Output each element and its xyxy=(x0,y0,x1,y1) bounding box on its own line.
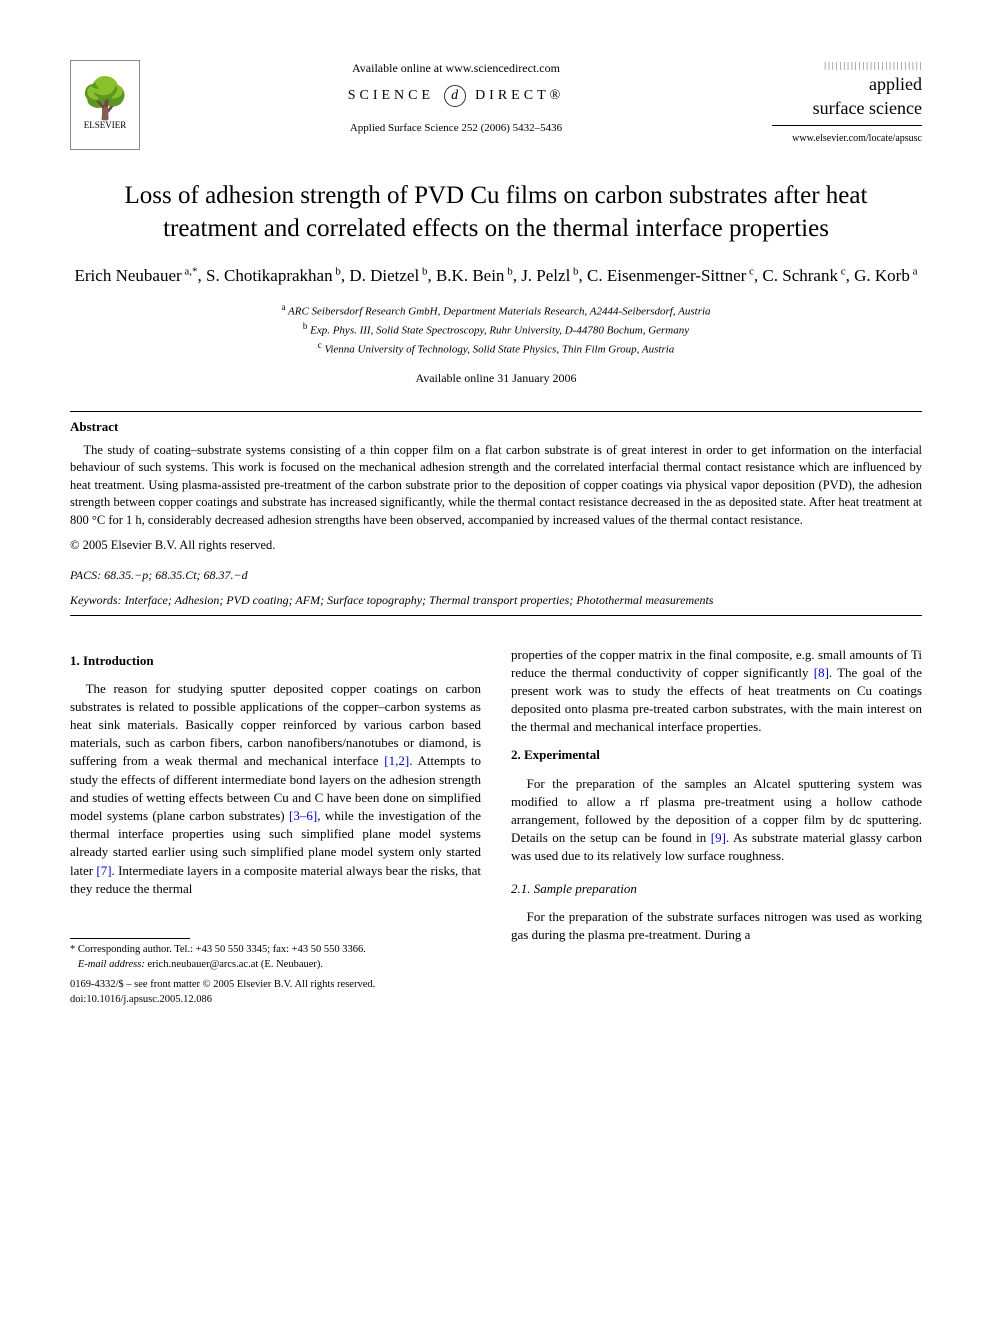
left-column: 1. Introduction The reason for studying … xyxy=(70,646,481,1008)
intro-heading: 1. Introduction xyxy=(70,652,481,670)
journal-name-2: surface science xyxy=(772,99,922,119)
elsevier-tree-icon: 🌳 xyxy=(80,79,130,119)
sciencedirect-pre: SCIENCE xyxy=(348,88,434,103)
elsevier-logo: 🌳 ELSEVIER xyxy=(70,60,140,150)
publisher-name: ELSEVIER xyxy=(84,119,127,132)
sciencedirect-logo: SCIENCE d DIRECT® xyxy=(160,85,752,107)
intro-paragraph-2: properties of the copper matrix in the f… xyxy=(511,646,922,737)
barcode-icon: |||||||||||||||||||||||||| xyxy=(772,60,922,71)
email-label: E-mail address: xyxy=(78,959,145,970)
experimental-paragraph: For the preparation of the samples an Al… xyxy=(511,775,922,866)
sample-prep-heading: 2.1. Sample preparation xyxy=(511,880,922,898)
affiliation-line: a ARC Seibersdorf Research GmbH, Departm… xyxy=(70,301,922,320)
experimental-heading: 2. Experimental xyxy=(511,746,922,764)
intro-text-d: . Intermediate layers in a composite mat… xyxy=(70,863,481,896)
intro-paragraph-1: The reason for studying sputter deposite… xyxy=(70,680,481,898)
ref-link-7[interactable]: [7] xyxy=(96,863,111,878)
available-date: Available online 31 January 2006 xyxy=(70,370,922,387)
affiliations: a ARC Seibersdorf Research GmbH, Departm… xyxy=(70,301,922,358)
ref-link-8[interactable]: [8] xyxy=(814,665,829,680)
authors: Erich Neubauer a,*, S. Chotikaprakhan b,… xyxy=(70,263,922,289)
pacs-codes: 68.35.−p; 68.35.Ct; 68.37.−d xyxy=(104,568,248,582)
keywords: Keywords: Interface; Adhesion; PVD coati… xyxy=(70,592,922,609)
available-online-text: Available online at www.sciencedirect.co… xyxy=(160,60,752,77)
ref-link-1-2[interactable]: [1,2] xyxy=(384,753,409,768)
journal-logo: |||||||||||||||||||||||||| applied surfa… xyxy=(772,60,922,146)
keywords-label: Keywords: xyxy=(70,593,122,607)
right-column: properties of the copper matrix in the f… xyxy=(511,646,922,1008)
journal-reference: Applied Surface Science 252 (2006) 5432–… xyxy=(160,121,752,136)
sample-prep-paragraph: For the preparation of the substrate sur… xyxy=(511,908,922,944)
journal-name-1: applied xyxy=(772,75,922,95)
ref-link-9[interactable]: [9] xyxy=(711,830,726,845)
rule-bottom xyxy=(70,615,922,616)
email-address: erich.neubauer@arcs.ac.at (E. Neubauer). xyxy=(147,959,323,970)
header-center: Available online at www.sciencedirect.co… xyxy=(140,60,772,136)
affiliation-line: b Exp. Phys. III, Solid State Spectrosco… xyxy=(70,320,922,339)
corresponding-author: * Corresponding author. Tel.: +43 50 550… xyxy=(70,943,481,958)
sciencedirect-at-icon: d xyxy=(444,85,466,107)
front-matter: 0169-4332/$ – see front matter © 2005 El… xyxy=(70,978,481,993)
footnote-rule xyxy=(70,938,190,939)
keywords-list: Interface; Adhesion; PVD coating; AFM; S… xyxy=(125,593,714,607)
body-columns: 1. Introduction The reason for studying … xyxy=(70,646,922,1008)
rule-top xyxy=(70,411,922,412)
article-title: Loss of adhesion strength of PVD Cu film… xyxy=(110,180,882,245)
abstract-heading: Abstract xyxy=(70,418,922,436)
copyright: © 2005 Elsevier B.V. All rights reserved… xyxy=(70,537,922,555)
ref-link-3-6[interactable]: [3–6] xyxy=(289,808,317,823)
journal-rule xyxy=(772,125,922,126)
journal-url: www.elsevier.com/locate/apsusc xyxy=(772,132,922,146)
sciencedirect-post: DIRECT® xyxy=(475,88,564,103)
abstract-text: The study of coating–substrate systems c… xyxy=(70,442,922,530)
doi: doi:10.1016/j.apsusc.2005.12.086 xyxy=(70,993,481,1008)
abstract-body: The study of coating–substrate systems c… xyxy=(70,443,922,527)
pacs: PACS: 68.35.−p; 68.35.Ct; 68.37.−d xyxy=(70,567,922,584)
affiliation-line: c Vienna University of Technology, Solid… xyxy=(70,339,922,358)
email-line: E-mail address: erich.neubauer@arcs.ac.a… xyxy=(70,958,481,973)
pacs-label: PACS: xyxy=(70,568,101,582)
header: 🌳 ELSEVIER Available online at www.scien… xyxy=(70,60,922,150)
